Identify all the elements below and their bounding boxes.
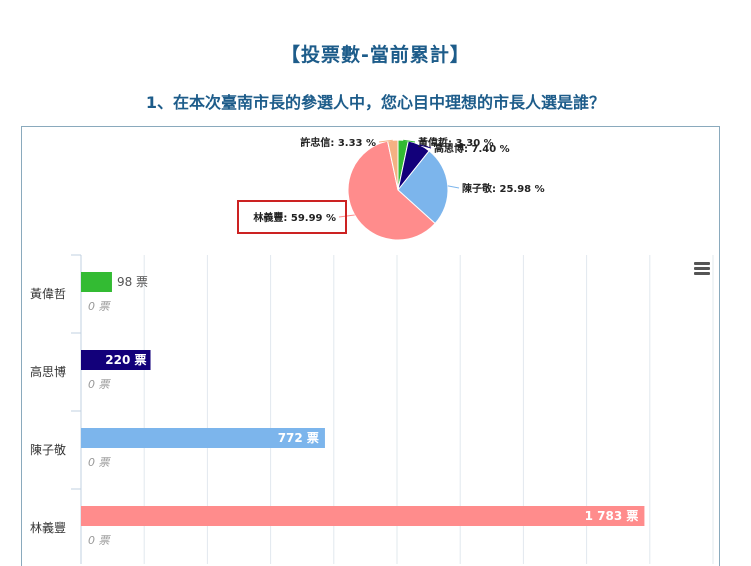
bar-2 bbox=[81, 350, 151, 370]
bar-zero-label-4: 0 票 bbox=[88, 534, 111, 547]
pie-connector-2 bbox=[419, 144, 432, 149]
bar-value-label-1: 98 票 bbox=[117, 275, 148, 289]
question-title: 1、在本次臺南市長的參選人中，您心目中理想的市長人選是誰？ bbox=[145, 93, 606, 112]
bar-zero-label-2: 0 票 bbox=[88, 378, 111, 391]
bar-category-label-1: 黃偉哲 bbox=[30, 287, 66, 301]
bar-zero-label-3: 0 票 bbox=[88, 456, 111, 469]
pie-slice-4 bbox=[347, 140, 436, 241]
pie-connector-5 bbox=[378, 139, 393, 143]
bar-category-label-2: 高思博 bbox=[30, 364, 66, 379]
highlight-box bbox=[237, 200, 347, 234]
pie-label-1: 黃偉哲: 3.30 % bbox=[418, 136, 494, 149]
pie-connector-1 bbox=[403, 139, 416, 143]
chart-container bbox=[21, 126, 720, 566]
pie-label-2: 高思博: 7.40 % bbox=[434, 142, 510, 155]
bar-3 bbox=[81, 428, 325, 448]
page-title: 【投票數-當前累計】 bbox=[281, 44, 470, 66]
pie-connector-3 bbox=[447, 185, 460, 189]
bar-1 bbox=[81, 272, 112, 292]
bar-4 bbox=[81, 506, 645, 526]
pie-label-4: 林義豐: 59.99 % bbox=[253, 211, 336, 224]
pie-label-3: 陳子敬: 25.98 % bbox=[462, 182, 545, 195]
hamburger-menu-icon[interactable] bbox=[694, 262, 710, 275]
bar-category-label-4: 林義豐 bbox=[30, 520, 66, 535]
bar-value-label-2: 220 票 bbox=[105, 353, 146, 367]
bar-zero-label-1: 0 票 bbox=[88, 300, 111, 313]
pie-label-5: 許忠信: 3.33 % bbox=[300, 136, 376, 149]
bar-value-label-4: 1 783 票 bbox=[585, 509, 639, 523]
bar-category-label-3: 陳子敬 bbox=[30, 443, 66, 457]
bar-value-label-3: 772 票 bbox=[278, 431, 319, 445]
